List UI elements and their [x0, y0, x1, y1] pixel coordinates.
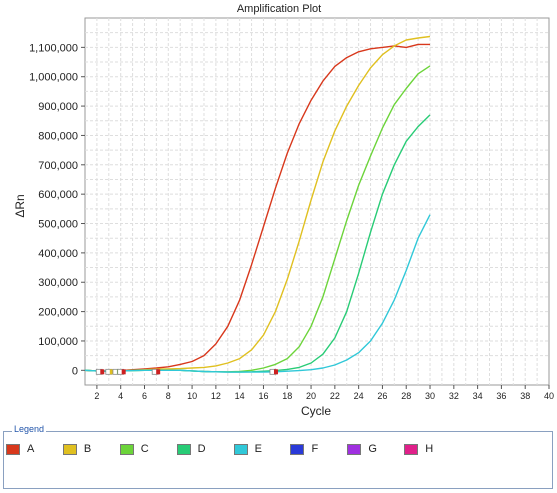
- baseline-marker-fill: [121, 369, 126, 375]
- y-tick-label: 0: [72, 365, 78, 377]
- plot-area: [84, 17, 550, 386]
- x-tick-label: 24: [354, 391, 364, 401]
- x-tick-label: 30: [425, 391, 435, 401]
- baseline-marker-fill: [100, 369, 105, 375]
- legend-item-g[interactable]: G: [347, 443, 404, 455]
- legend-label: A: [27, 443, 35, 455]
- legend-swatch: [233, 443, 248, 455]
- legend-swatch: [62, 443, 77, 455]
- x-tick-label: 34: [473, 391, 483, 401]
- legend-label: D: [197, 443, 206, 455]
- x-tick-label: 10: [187, 391, 197, 401]
- baseline-marker-fill: [109, 369, 114, 375]
- baseline-marker-fill: [273, 369, 278, 375]
- series-line-A: [84, 43, 430, 372]
- x-tick-label: 38: [520, 391, 530, 401]
- legend-label: F: [311, 443, 319, 455]
- y-tick-label: 500,000: [38, 219, 78, 231]
- y-tick-label: 400,000: [38, 248, 78, 260]
- legend-swatch: [119, 443, 134, 455]
- y-tick-label: 800,000: [38, 130, 78, 142]
- y-tick-label: 1,000,000: [29, 72, 78, 84]
- legend-label: B: [83, 443, 92, 455]
- x-tick-label: 8: [166, 391, 171, 401]
- legend-item-d[interactable]: D: [176, 443, 234, 455]
- x-tick-label: 20: [306, 391, 316, 401]
- x-tick-label: 22: [330, 391, 340, 401]
- legend-swatch: [176, 443, 191, 455]
- y-tick-label: 900,000: [38, 101, 78, 113]
- x-tick-label: 2: [94, 391, 99, 401]
- legend-swatch: [347, 443, 362, 455]
- legend-item-b[interactable]: B: [62, 443, 120, 455]
- x-tick-label: 6: [142, 391, 147, 401]
- y-tick-label: 600,000: [38, 189, 78, 201]
- legend-swatch: [290, 443, 305, 455]
- legend-item-c[interactable]: C: [119, 443, 177, 455]
- y-tick-label: 200,000: [38, 307, 78, 319]
- x-tick-label: 12: [211, 391, 221, 401]
- legend-item-h[interactable]: H: [404, 443, 461, 455]
- legend-label: G: [368, 443, 377, 455]
- chart-title: Amplification Plot: [237, 3, 321, 15]
- x-tick-label: 16: [258, 391, 268, 401]
- y-tick-label: 300,000: [38, 277, 78, 289]
- legend-label: C: [140, 443, 149, 455]
- x-tick-label: 40: [544, 391, 554, 401]
- legend-item-e[interactable]: E: [233, 443, 291, 455]
- legend-title: Legend: [12, 424, 47, 434]
- legend-swatch: [404, 443, 419, 455]
- series-line-E: [84, 214, 431, 373]
- legend-item-a[interactable]: A: [6, 443, 63, 455]
- x-tick-label: 32: [449, 391, 459, 401]
- legend-panel: Legend A B C D E F G H: [3, 424, 553, 489]
- legend-item-f[interactable]: F: [290, 443, 347, 455]
- x-tick-label: 36: [496, 391, 506, 401]
- y-axis-label: ΔRn: [13, 194, 27, 217]
- y-tick-label: 700,000: [38, 160, 78, 172]
- x-tick-label: 18: [282, 391, 292, 401]
- amplification-chart: Amplification Plot 2 4 6 8 10 12 14 16 18 20 22 24 2…: [13, 3, 554, 418]
- x-tick-label: 4: [118, 391, 123, 401]
- legend-label: H: [425, 443, 434, 455]
- y-tick-label: 1,100,000: [29, 42, 78, 54]
- x-axis-label: Cycle: [301, 404, 331, 418]
- legend-swatch: [6, 443, 20, 455]
- x-tick-label: 26: [377, 391, 387, 401]
- baseline-marker-fill: [156, 369, 161, 375]
- x-tick-label: 14: [235, 391, 245, 401]
- legend-label: E: [254, 443, 262, 455]
- legend-items: A B C D E F G H: [6, 443, 461, 455]
- x-tick-label: 28: [401, 391, 411, 401]
- y-tick-label: 100,000: [38, 336, 78, 348]
